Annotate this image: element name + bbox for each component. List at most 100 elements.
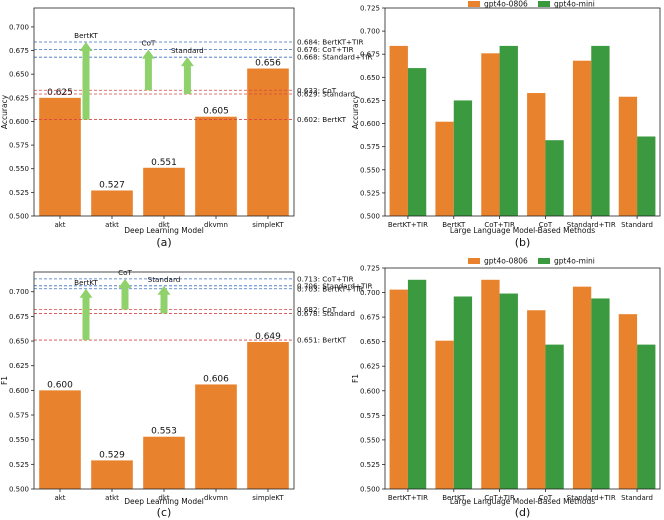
bar-gpt4o-mini-CoT <box>545 344 564 489</box>
bar-gpt4o-mini-Standard <box>637 344 656 489</box>
bar-value-label: 0.553 <box>151 427 177 437</box>
y-axis-label: Accuracy <box>0 94 9 129</box>
y-tick-label: 0.500 <box>9 486 29 494</box>
panel-caption: (c) <box>157 506 172 519</box>
x-tick-label: Standard+TIR <box>567 221 616 229</box>
y-tick-label: 0.600 <box>9 118 29 126</box>
y-tick-label: 0.700 <box>360 289 380 297</box>
legend-swatch-gpt4o-0806 <box>468 1 480 7</box>
legend-swatch-gpt4o-mini <box>538 258 550 264</box>
bar-simpleKT <box>247 342 289 489</box>
y-tick-label: 0.725 <box>360 265 380 273</box>
reference-line-label: 0.682: CoT <box>297 305 337 314</box>
y-tick-label: 0.600 <box>360 387 380 395</box>
y-tick-label: 0.675 <box>360 51 380 59</box>
bar-dkt <box>143 436 185 489</box>
bar-gpt4o-mini-CoT <box>545 140 564 216</box>
arrow-label: Standard <box>171 46 204 55</box>
x-tick-label: Standard <box>621 494 653 502</box>
y-tick-label: 0.550 <box>360 166 380 174</box>
bar-gpt4o-0806-BertKT <box>435 121 454 216</box>
panel-a-accuracy-dl: 0.500 0.525 0.550 0.575 0.600 0.625 0.650 0.675… <box>0 7 373 249</box>
x-tick-label: CoT+TIR <box>484 494 515 502</box>
bar-akt <box>39 97 81 216</box>
bar-gpt4o-0806-BertKT+TIR <box>389 45 408 216</box>
y-tick-label: 0.675 <box>9 47 29 55</box>
y-tick-label: 0.675 <box>9 313 29 321</box>
y-tick-label: 0.575 <box>360 143 380 151</box>
x-tick-label: dkt <box>158 221 169 229</box>
bar-gpt4o-0806-Standard+TIR <box>572 286 592 489</box>
bar-gpt4o-0806-CoT+TIR <box>481 279 500 489</box>
improvement-arrow-BertKT <box>79 288 93 341</box>
y-tick-label: 0.525 <box>9 189 29 197</box>
bar-gpt4o-mini-BertKT <box>453 296 473 489</box>
bar-value-label: 0.606 <box>203 374 229 384</box>
y-axis-label: F1 <box>351 374 360 383</box>
y-tick-label: 0.650 <box>360 338 380 346</box>
legend-label: gpt4o-0806 <box>484 0 528 9</box>
legend-label: gpt4o-mini <box>554 257 595 266</box>
y-tick-label: 0.600 <box>360 120 380 128</box>
y-tick-label: 0.500 <box>9 213 29 221</box>
reference-line-label: 0.629: Standard <box>297 90 355 99</box>
x-axis-label: Deep Learning Model <box>124 497 204 506</box>
y-tick-label: 0.625 <box>9 94 29 102</box>
improvement-arrow-Standard <box>157 285 171 314</box>
bar-atkt <box>91 460 133 489</box>
x-tick-label: CoT <box>539 494 553 502</box>
panel-caption: (a) <box>156 236 171 249</box>
x-tick-label: atkt <box>105 221 119 229</box>
reference-line-label: 0.668: Standard+TIR <box>297 53 373 62</box>
y-tick-label: 0.575 <box>9 142 29 150</box>
bar-gpt4o-0806-CoT+TIR <box>481 53 500 217</box>
bar-gpt4o-0806-BertKT <box>435 340 454 489</box>
arrow-label: BertKT <box>74 278 98 287</box>
reference-line-label: 0.706: Standard+TIR <box>297 281 373 290</box>
y-tick-label: 0.625 <box>360 97 380 105</box>
x-tick-label: atkt <box>105 494 119 502</box>
improvement-arrow-BertKT <box>79 42 93 120</box>
improvement-arrow-CoT <box>141 49 155 91</box>
bar-atkt <box>91 190 133 216</box>
y-tick-label: 0.625 <box>9 362 29 370</box>
bar-value-label: 0.527 <box>99 180 125 190</box>
arrow-label: Standard <box>148 275 181 284</box>
x-tick-label: Standard+TIR <box>567 494 616 502</box>
x-tick-label: BertKT <box>442 494 466 502</box>
reference-line-label: 0.602: BertKT <box>297 115 347 124</box>
y-tick-label: 0.550 <box>9 436 29 444</box>
bar-value-label: 0.649 <box>255 332 281 342</box>
y-axis-label: Accuracy <box>351 94 360 129</box>
y-tick-label: 0.575 <box>360 412 380 420</box>
plot-frame <box>384 7 661 217</box>
y-tick-label: 0.500 <box>360 486 380 494</box>
x-tick-label: simpleKT <box>252 494 284 502</box>
x-tick-label: BertKT+TIR <box>388 494 428 502</box>
y-tick-label: 0.600 <box>9 387 29 395</box>
bar-gpt4o-mini-BertKT+TIR <box>407 279 427 489</box>
bar-gpt4o-0806-BertKT+TIR <box>389 289 408 489</box>
panel-caption: (d) <box>515 506 531 519</box>
x-tick-label: CoT <box>539 221 553 229</box>
x-tick-label: akt <box>54 221 65 229</box>
bar-gpt4o-mini-Standard+TIR <box>591 298 610 489</box>
plot-frame <box>384 267 661 490</box>
bar-gpt4o-mini-Standard+TIR <box>591 45 610 216</box>
y-tick-label: 0.650 <box>9 338 29 346</box>
y-tick-label: 0.700 <box>9 288 29 296</box>
improvement-arrow-Standard <box>180 57 194 95</box>
y-tick-label: 0.525 <box>9 461 29 469</box>
bar-akt <box>39 390 81 489</box>
bar-value-label: 0.529 <box>99 450 125 460</box>
bar-dkvmn <box>195 384 237 489</box>
x-tick-label: Standard <box>621 221 653 229</box>
bar-gpt4o-mini-BertKT <box>453 100 473 216</box>
arrow-label: BertKT <box>74 31 98 40</box>
x-tick-label: BertKT <box>442 221 466 229</box>
reference-line-label: 0.651: BertKT <box>297 336 347 345</box>
panel-c-f1-dl: 0.500 0.525 0.550 0.575 0.600 0.625 0.650 0.675… <box>0 268 373 519</box>
bar-gpt4o-mini-CoT+TIR <box>499 45 518 216</box>
legend-label: gpt4o-mini <box>554 0 595 9</box>
